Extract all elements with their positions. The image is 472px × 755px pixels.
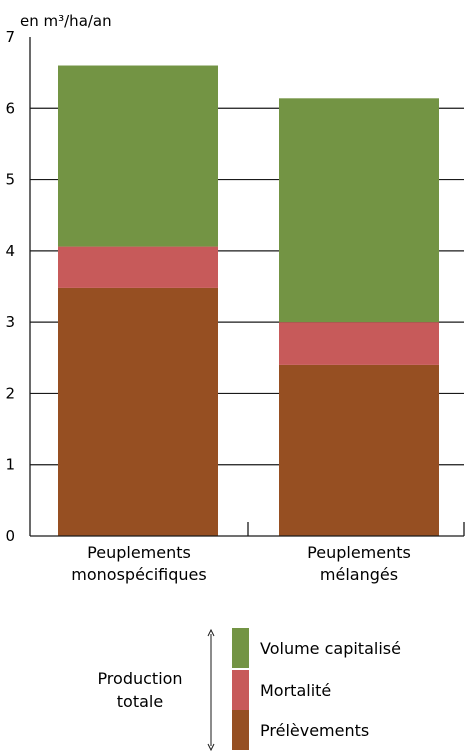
legend-bracket-arrow-up-icon	[207, 628, 215, 637]
category-label-1-1: mélangés	[320, 565, 398, 584]
y-tick-label-6: 6	[5, 99, 15, 117]
bar-segment-0-2	[58, 65, 218, 247]
legend-swatch-2	[232, 628, 249, 668]
legend-label-2: Volume capitalisé	[260, 639, 401, 658]
legend-label-1: Mortalité	[260, 681, 331, 700]
legend-swatch-1	[232, 670, 249, 710]
category-label-0-1: monospécifiques	[71, 565, 206, 584]
legend-swatch-0	[232, 710, 249, 750]
y-tick-label-2: 2	[5, 384, 15, 402]
bar-segment-1-2	[279, 98, 439, 323]
y-tick-label-7: 7	[5, 28, 15, 46]
category-label-0-0: Peuplements	[87, 543, 191, 562]
bar-segment-1-1	[279, 322, 439, 365]
y-tick-label-1: 1	[5, 456, 15, 474]
bar-segment-1-0	[279, 364, 439, 536]
y-unit-label: en m³/ha/an	[20, 12, 112, 30]
bar-segment-0-1	[58, 246, 218, 288]
category-label-1-0: Peuplements	[307, 543, 411, 562]
y-tick-label-0: 0	[5, 527, 15, 545]
y-tick-label-4: 4	[5, 242, 15, 260]
bar-segment-0-0	[58, 287, 218, 536]
legend-label-0: Prélèvements	[260, 721, 369, 740]
legend-group-label-1: totale	[117, 692, 163, 711]
legend-group-label-0: Production	[97, 669, 182, 688]
legend-bracket-arrow-down-icon	[207, 743, 215, 752]
y-tick-label-5: 5	[5, 171, 15, 189]
y-tick-label-3: 3	[5, 313, 15, 331]
